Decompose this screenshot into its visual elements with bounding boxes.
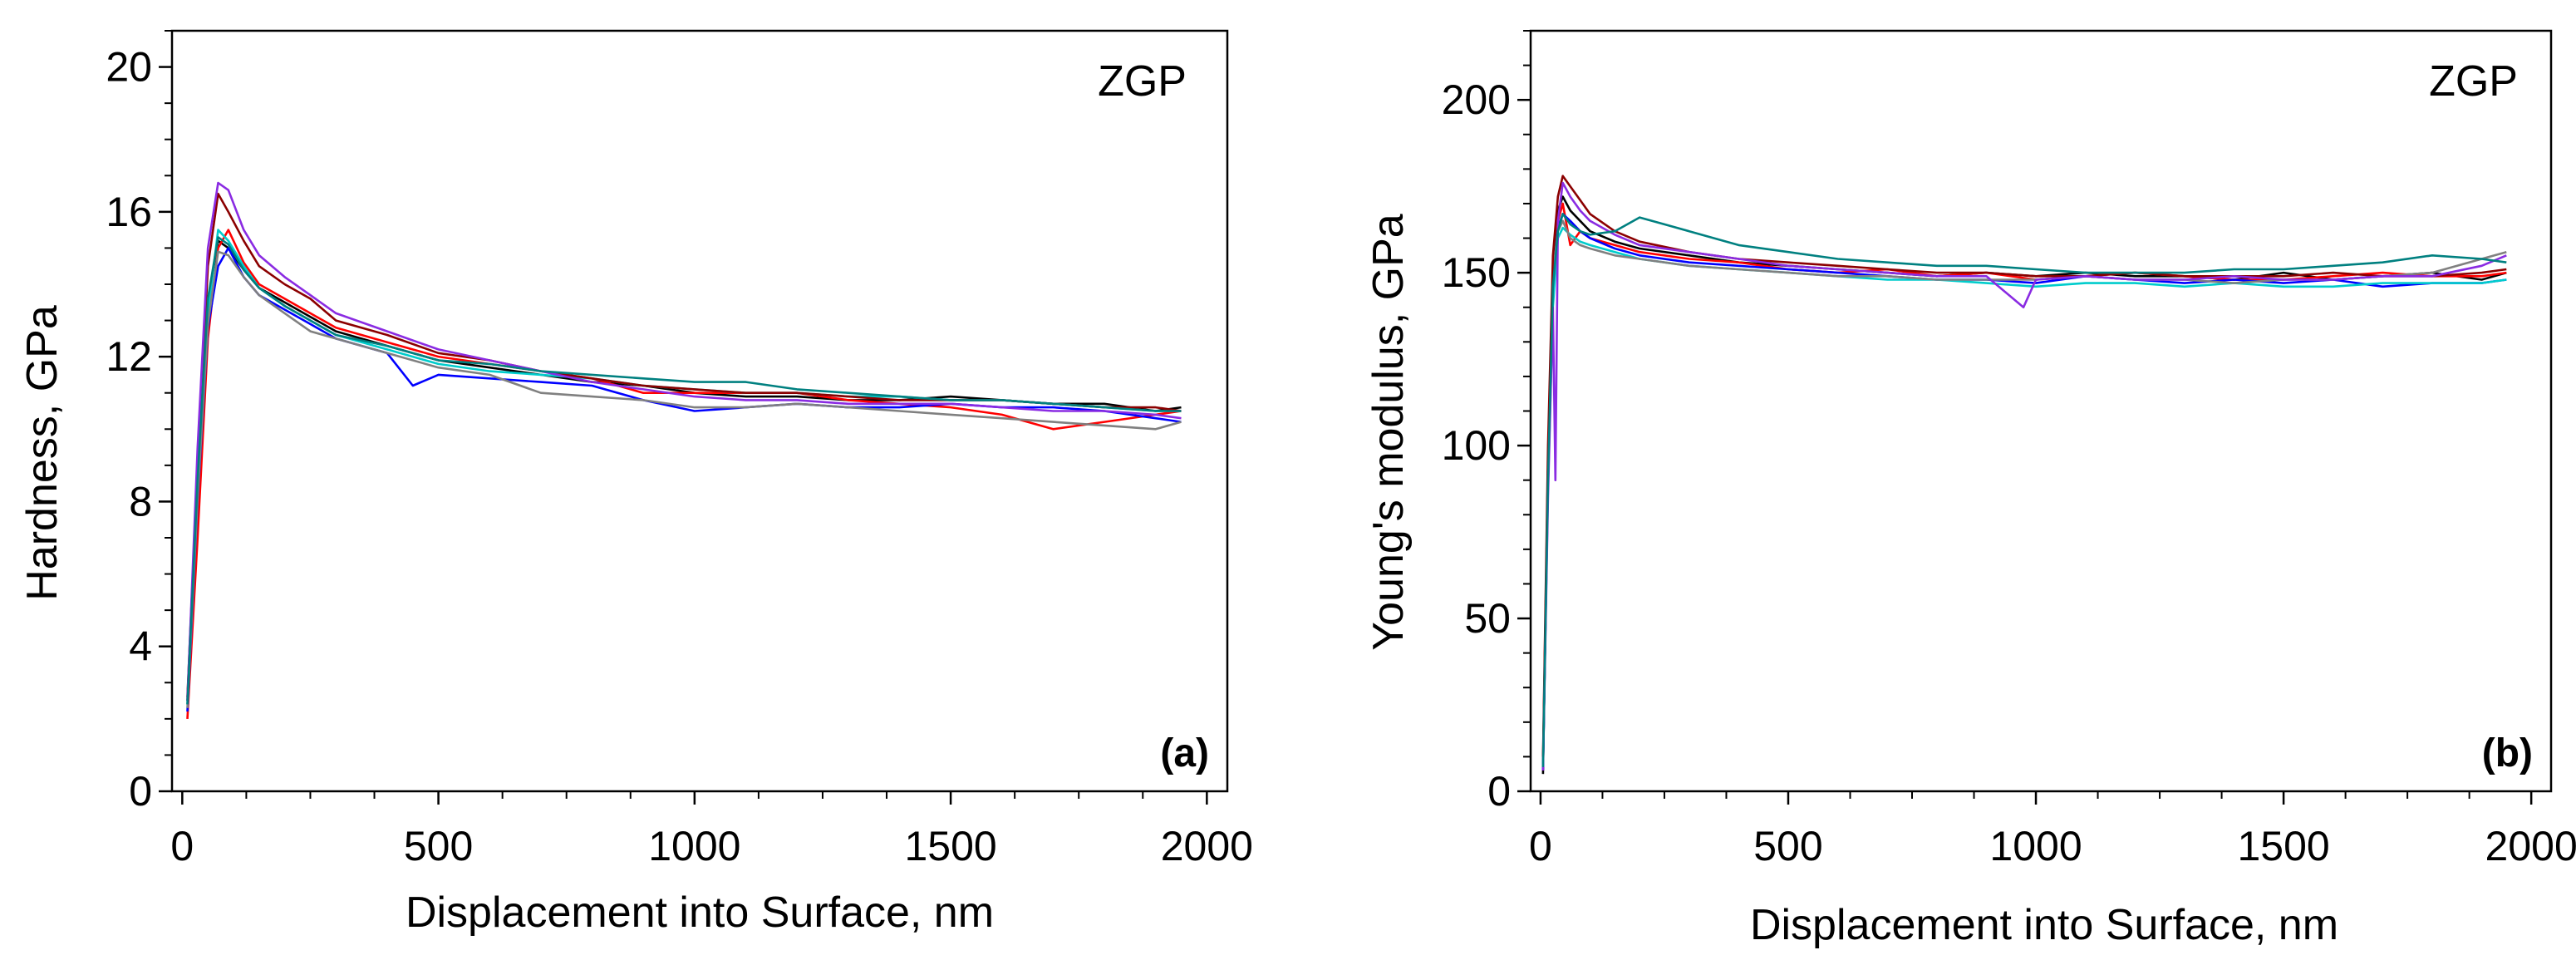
x-tick-label: 2000 (2485, 823, 2576, 869)
y-tick-label: 0 (129, 768, 152, 815)
y-tick-label: 12 (106, 333, 152, 380)
series-line-5 (186, 250, 1182, 708)
y-tick-label: 0 (1487, 768, 1511, 815)
series-line-6 (186, 192, 1182, 697)
y-tick-label: 16 (106, 189, 152, 235)
y-axis-title: Hardness, GPa (18, 305, 66, 601)
y-tick-label: 200 (1442, 76, 1511, 123)
y-tick-label: 50 (1464, 595, 1511, 642)
series-line-4 (1541, 226, 2507, 767)
panel-label: (b) (2482, 731, 2533, 775)
x-tick-label: 500 (404, 823, 473, 869)
series-line-6 (1541, 175, 2507, 757)
sample-label: ZGP (1098, 57, 1187, 106)
x-tick-label: 500 (1753, 823, 1822, 869)
y-tick-label: 150 (1442, 249, 1511, 296)
x-tick-label: 0 (170, 823, 194, 869)
youngs-modulus-chart: 0 500 1000 1500 2000 0 50 100 150 200 ZGP (b) Dis… (1364, 29, 2576, 949)
panel-label: (a) (1160, 731, 1209, 775)
plot-frame (170, 29, 1229, 793)
y-axis-title: Young's modulus, GPa (1364, 214, 1413, 651)
plot-frame (1529, 29, 2553, 793)
series-line-8 (1541, 213, 2507, 767)
axis-ticks: 0 500 1000 1500 2000 0 50 100 150 200 (1442, 30, 2576, 869)
y-tick-label: 100 (1442, 422, 1511, 469)
y-tick-label: 4 (129, 623, 152, 670)
series-line-7 (1541, 181, 2507, 771)
sample-label: ZGP (2429, 57, 2518, 106)
series-line-8 (186, 236, 1182, 705)
x-tick-label: 2000 (1161, 823, 1253, 869)
x-tick-label: 1000 (648, 823, 740, 869)
series-line-2 (186, 229, 1182, 719)
series-line-7 (186, 181, 1182, 702)
x-tick-label: 1000 (1989, 823, 2082, 869)
series-group (1541, 175, 2507, 775)
x-axis-title: Displacement into Surface, nm (1750, 901, 2338, 949)
series-group (186, 181, 1182, 719)
series-line-3 (1541, 213, 2507, 771)
series-line-5 (1541, 219, 2507, 761)
series-line-3 (186, 247, 1182, 712)
x-axis-title: Displacement into Surface, nm (406, 889, 994, 937)
x-tick-label: 1500 (2237, 823, 2329, 869)
series-line-1 (186, 239, 1182, 702)
axis-ticks: 0 500 1000 1500 2000 0 4 8 12 16 20 (106, 30, 1253, 869)
y-tick-label: 20 (106, 44, 152, 91)
hardness-chart: 0 500 1000 1500 2000 0 4 8 12 16 20 ZGP (a) Displa… (18, 29, 1253, 937)
x-tick-label: 0 (1529, 823, 1552, 869)
series-line-4 (186, 229, 1182, 705)
series-line-2 (1541, 202, 2507, 764)
x-tick-label: 1500 (904, 823, 996, 869)
y-tick-label: 8 (129, 478, 152, 524)
